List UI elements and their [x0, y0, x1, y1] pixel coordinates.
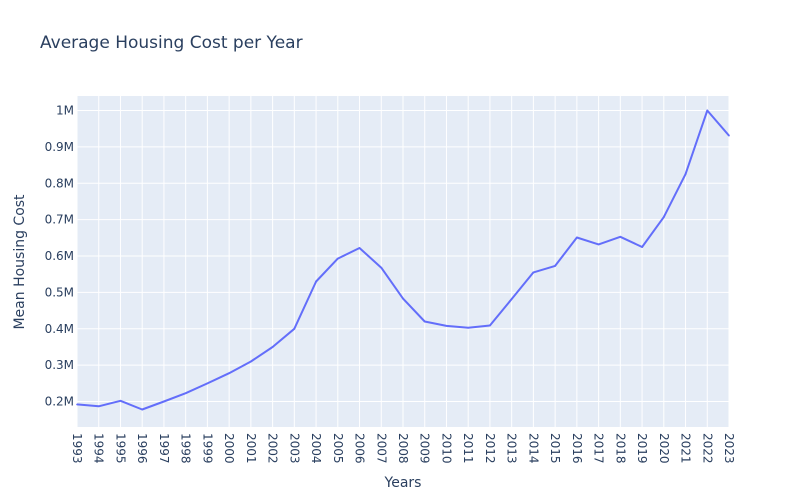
data-point [445, 325, 448, 327]
y-tick-label: 0.4M [45, 322, 74, 336]
x-tick-label: 2019 [635, 433, 649, 464]
x-tick-label: 2005 [331, 433, 345, 464]
data-point [76, 403, 78, 406]
data-point [641, 246, 643, 248]
x-tick-label: 2023 [722, 433, 736, 464]
x-tick-label: 2010 [439, 433, 453, 464]
data-point [206, 382, 209, 385]
data-point [184, 392, 187, 394]
gridlines [76, 96, 730, 427]
x-tick-label: 2002 [266, 433, 280, 464]
x-tick-label: 2014 [526, 433, 540, 464]
y-tick-label: 0.3M [45, 358, 74, 372]
data-point [597, 243, 600, 246]
data-point [97, 405, 100, 408]
series-layer [76, 109, 730, 411]
data-point [141, 408, 143, 411]
x-tick-label: 1993 [70, 433, 84, 464]
data-point [728, 134, 730, 137]
data-point [554, 265, 556, 267]
data-point [423, 320, 426, 323]
data-point [467, 326, 470, 329]
x-axis-ticks: 1993 1994 1995 1996 1997 1998 1999 2000 2001 2002… [70, 433, 736, 464]
x-tick-label: 2008 [396, 433, 410, 464]
x-tick-label: 2004 [309, 433, 323, 464]
x-tick-label: 1994 [92, 433, 106, 464]
chart-title: Average Housing Cost per Year [40, 33, 303, 53]
data-point [532, 271, 535, 274]
data-point [380, 266, 383, 269]
data-point [271, 346, 274, 348]
y-tick-label: 0.9M [45, 140, 74, 154]
y-tick-label: 0.2M [45, 395, 74, 409]
y-tick-label: 0.6M [45, 249, 74, 263]
data-point [663, 216, 665, 218]
x-tick-label: 2000 [222, 433, 236, 464]
x-tick-label: 2018 [613, 433, 627, 464]
data-point [684, 173, 687, 176]
y-axis-label: Mean Housing Cost [12, 194, 28, 330]
x-tick-label: 1995 [113, 433, 127, 464]
y-axis-ticks: 0.2M 0.3M 0.4M 0.5M 0.6M 0.7M 0.8M 0.9M 1M [45, 104, 74, 409]
y-tick-label: 0.7M [45, 213, 74, 227]
data-point [576, 236, 578, 239]
x-tick-label: 2009 [418, 433, 432, 464]
x-tick-label: 1996 [135, 433, 149, 464]
x-tick-label: 2016 [570, 433, 584, 464]
y-tick-label: 0.8M [45, 176, 74, 190]
x-tick-label: 2007 [374, 433, 388, 464]
x-tick-label: 2020 [657, 433, 671, 464]
x-axis-label: Years [384, 475, 422, 491]
data-point [315, 280, 317, 283]
x-tick-label: 2013 [505, 433, 519, 464]
y-tick-label: 1M [56, 104, 74, 118]
data-point [293, 327, 296, 330]
x-tick-label: 2022 [700, 433, 714, 464]
data-point [510, 298, 513, 300]
x-tick-label: 2011 [461, 433, 475, 464]
data-point [489, 324, 491, 327]
data-point [358, 247, 361, 249]
x-tick-label: 2006 [353, 433, 367, 464]
x-tick-label: 2012 [483, 433, 497, 464]
x-tick-label: 2021 [679, 433, 693, 464]
x-tick-label: 2003 [287, 433, 301, 464]
data-point [250, 360, 252, 363]
x-tick-label: 2017 [592, 433, 606, 464]
x-tick-label: 2015 [548, 433, 562, 464]
data-point [402, 297, 404, 300]
data-point [706, 109, 709, 112]
y-tick-label: 0.5M [45, 285, 74, 299]
x-tick-label: 1999 [200, 433, 214, 464]
data-point [337, 257, 339, 260]
data-point [228, 372, 230, 374]
x-tick-label: 2001 [244, 433, 258, 464]
data-point [619, 235, 622, 238]
x-tick-label: 1998 [179, 433, 193, 464]
x-tick-label: 1997 [157, 433, 171, 464]
data-point [119, 400, 122, 402]
data-point [163, 400, 165, 403]
